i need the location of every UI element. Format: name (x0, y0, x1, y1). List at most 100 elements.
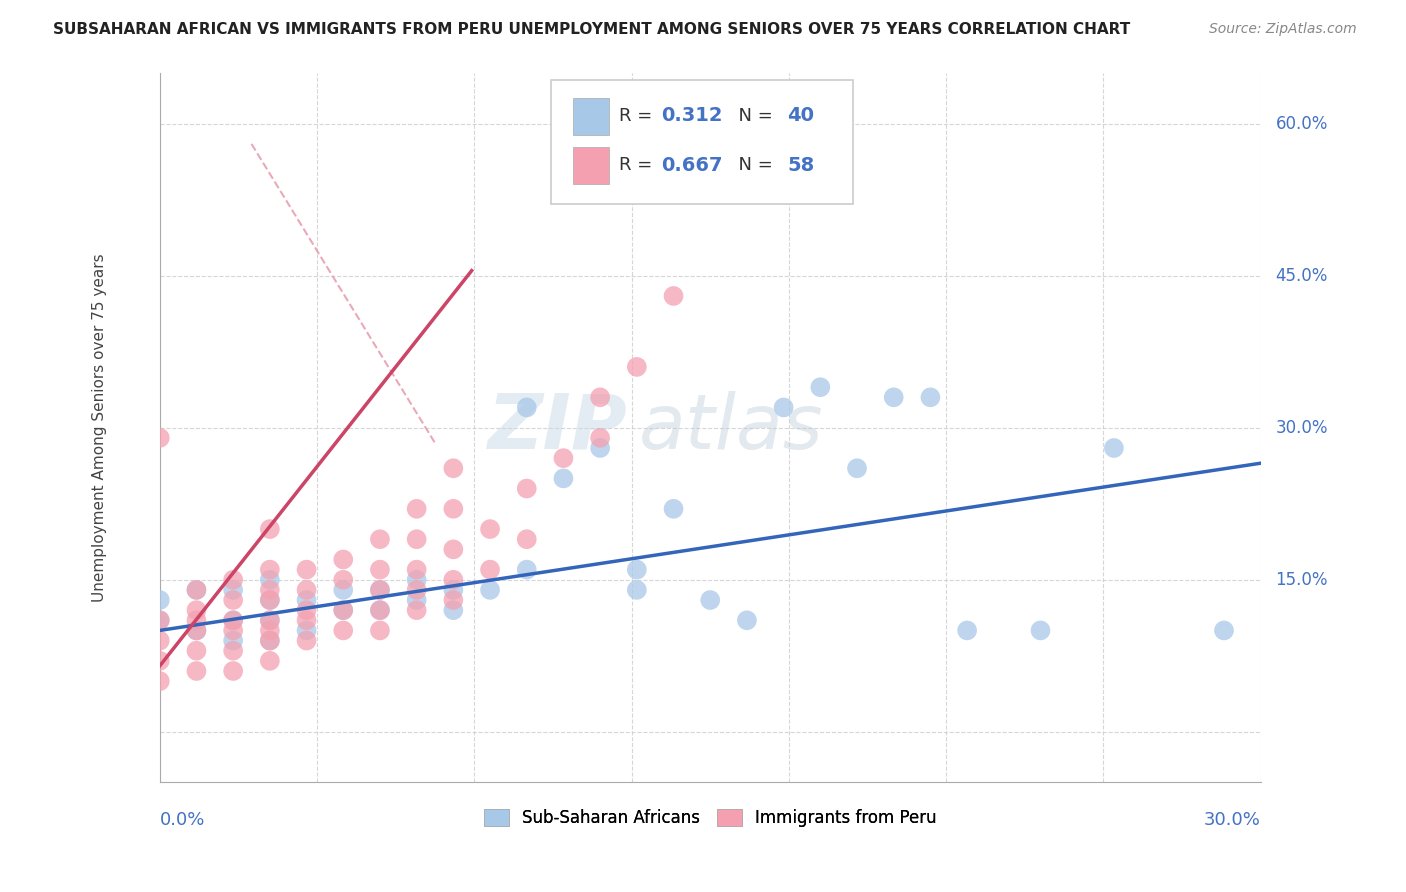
Point (222, 633, 245, 648)
Point (259, 613, 281, 627)
Point (479, 563, 502, 577)
Point (332, 624, 354, 638)
Point (259, 593, 281, 607)
Text: N =: N = (727, 106, 779, 125)
Point (441, 582, 464, 597)
Point (808, 380, 831, 394)
Point (368, 563, 391, 577)
Point (295, 603, 318, 617)
Text: 30.0%: 30.0% (1204, 811, 1261, 829)
Text: ZIP: ZIP (488, 391, 627, 465)
Point (332, 603, 354, 617)
Point (1213, 624, 1236, 638)
Text: R =: R = (619, 106, 658, 125)
Point (441, 593, 464, 607)
Text: 40: 40 (787, 106, 814, 125)
Text: atlas: atlas (638, 391, 823, 465)
Point (405, 582, 427, 597)
Point (259, 654, 281, 668)
Point (553, 471, 575, 485)
Text: 58: 58 (787, 156, 814, 175)
FancyBboxPatch shape (572, 147, 609, 185)
Point (295, 563, 318, 577)
Point (295, 613, 318, 627)
Point (222, 643, 245, 657)
Point (222, 613, 245, 627)
Point (149, 674, 172, 689)
Point (368, 582, 391, 597)
Point (956, 624, 979, 638)
Point (149, 654, 172, 668)
Text: 0.312: 0.312 (661, 106, 723, 125)
Point (516, 563, 538, 577)
Point (149, 633, 172, 648)
Point (626, 359, 648, 374)
Legend: Sub-Saharan Africans, Immigrants from Peru: Sub-Saharan Africans, Immigrants from Pe… (484, 809, 936, 828)
Point (295, 633, 318, 648)
Point (186, 624, 208, 638)
Point (479, 522, 502, 536)
Point (920, 390, 942, 404)
Point (516, 401, 538, 415)
Point (222, 624, 245, 638)
Point (662, 501, 685, 516)
Point (772, 401, 794, 415)
Point (259, 633, 281, 648)
Point (516, 532, 538, 546)
Point (259, 593, 281, 607)
Point (846, 461, 869, 475)
Point (699, 593, 721, 607)
Point (479, 582, 502, 597)
Point (149, 431, 172, 445)
Point (368, 624, 391, 638)
Point (368, 532, 391, 546)
Point (589, 431, 612, 445)
Point (1029, 624, 1052, 638)
Point (441, 501, 464, 516)
Point (405, 593, 427, 607)
Point (626, 563, 648, 577)
Point (295, 582, 318, 597)
Point (259, 522, 281, 536)
Point (368, 582, 391, 597)
Text: 30.0%: 30.0% (1275, 418, 1327, 437)
Point (259, 613, 281, 627)
Point (441, 461, 464, 475)
Point (149, 613, 172, 627)
Point (222, 593, 245, 607)
Point (186, 643, 208, 657)
Point (186, 624, 208, 638)
Point (186, 613, 208, 627)
Point (295, 624, 318, 638)
Text: 60.0%: 60.0% (1275, 115, 1327, 133)
Text: R =: R = (619, 156, 658, 174)
Point (1102, 441, 1125, 455)
Point (368, 603, 391, 617)
Point (516, 482, 538, 496)
Point (186, 582, 208, 597)
Point (149, 613, 172, 627)
Point (441, 573, 464, 587)
Point (186, 582, 208, 597)
Point (149, 593, 172, 607)
Point (222, 573, 245, 587)
Point (368, 603, 391, 617)
Text: 0.0%: 0.0% (160, 811, 205, 829)
Point (259, 633, 281, 648)
Point (405, 532, 427, 546)
FancyBboxPatch shape (572, 98, 609, 135)
Point (259, 563, 281, 577)
Point (589, 441, 612, 455)
Point (441, 603, 464, 617)
Point (332, 582, 354, 597)
Text: 0.667: 0.667 (661, 156, 723, 175)
Point (589, 390, 612, 404)
Text: Source: ZipAtlas.com: Source: ZipAtlas.com (1209, 22, 1357, 37)
Point (441, 542, 464, 557)
Text: SUBSAHARAN AFRICAN VS IMMIGRANTS FROM PERU UNEMPLOYMENT AMONG SENIORS OVER 75 YE: SUBSAHARAN AFRICAN VS IMMIGRANTS FROM PE… (53, 22, 1130, 37)
Point (259, 573, 281, 587)
Point (626, 582, 648, 597)
Point (332, 573, 354, 587)
Point (405, 573, 427, 587)
Point (735, 613, 758, 627)
